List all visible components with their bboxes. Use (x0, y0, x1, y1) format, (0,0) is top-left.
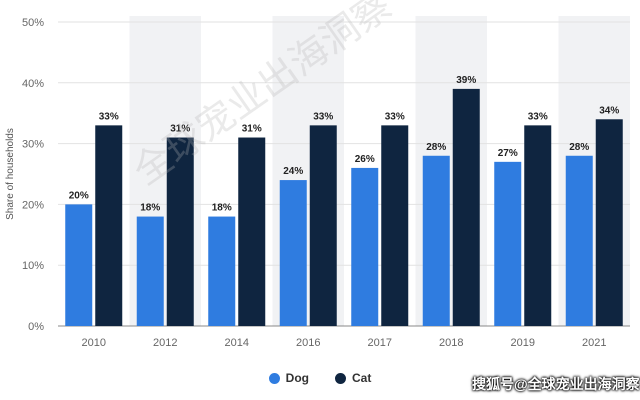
x-tick-label: 2021 (582, 337, 606, 349)
data-label-cat: 31% (242, 124, 262, 135)
y-tick-label: 20% (22, 199, 44, 211)
bar-dog (208, 216, 236, 326)
y-tick-label: 30% (22, 139, 44, 151)
x-tick-label: 2014 (225, 337, 249, 349)
data-label-cat: 34% (599, 105, 619, 116)
y-tick-label: 0% (28, 321, 44, 333)
footer-watermark: 搜狐号@全球宠业出海洞察 (472, 376, 640, 392)
data-label-cat: 33% (528, 111, 548, 122)
bar-dog (279, 180, 307, 326)
bar-cat (595, 119, 623, 326)
bar-dog (136, 216, 164, 326)
legend-label-cat: Cat (351, 371, 372, 385)
data-label-dog: 18% (212, 203, 232, 214)
y-tick-label: 10% (22, 260, 44, 272)
bar-cat (452, 88, 480, 326)
x-tick-label: 2012 (153, 337, 177, 349)
data-label-dog: 28% (426, 142, 446, 153)
data-label-cat: 33% (313, 111, 333, 122)
bar-cat (309, 125, 337, 326)
bar-cat (95, 125, 123, 326)
bar-dog (422, 155, 450, 326)
bar-cat (524, 125, 552, 326)
bar-cat (381, 125, 409, 326)
data-label-cat: 39% (456, 75, 476, 86)
y-axis-title: Share of households (5, 128, 16, 220)
bar-dog (565, 155, 593, 326)
bar-dog (65, 204, 93, 326)
y-tick-label: 50% (22, 17, 44, 29)
bar-dog (494, 161, 522, 326)
x-tick-label: 2016 (296, 337, 320, 349)
data-label-cat: 31% (170, 124, 190, 135)
chart-legend: Dog Cat (0, 368, 640, 388)
bar-cat (238, 137, 266, 326)
y-tick-label: 40% (22, 78, 44, 90)
data-label-dog: 24% (283, 166, 303, 177)
data-label-dog: 26% (355, 154, 375, 165)
x-tick-label: 2019 (511, 337, 535, 349)
legend-marker-dog (268, 372, 280, 384)
legend-item-dog[interactable]: Dog (268, 371, 309, 385)
bar-dog (351, 167, 379, 326)
data-label-dog: 28% (569, 142, 589, 153)
data-label-dog: 20% (69, 190, 89, 201)
data-label-cat: 33% (385, 111, 405, 122)
data-label-dog: 27% (498, 148, 518, 159)
legend-marker-cat (334, 372, 346, 384)
bar-cat (166, 137, 194, 326)
x-tick-label: 2017 (368, 337, 392, 349)
x-tick-label: 2018 (439, 337, 463, 349)
legend-item-cat[interactable]: Cat (334, 371, 372, 385)
data-label-cat: 33% (99, 111, 119, 122)
legend-label-dog: Dog (285, 371, 309, 385)
x-tick-label: 2010 (82, 337, 106, 349)
data-label-dog: 18% (140, 203, 160, 214)
